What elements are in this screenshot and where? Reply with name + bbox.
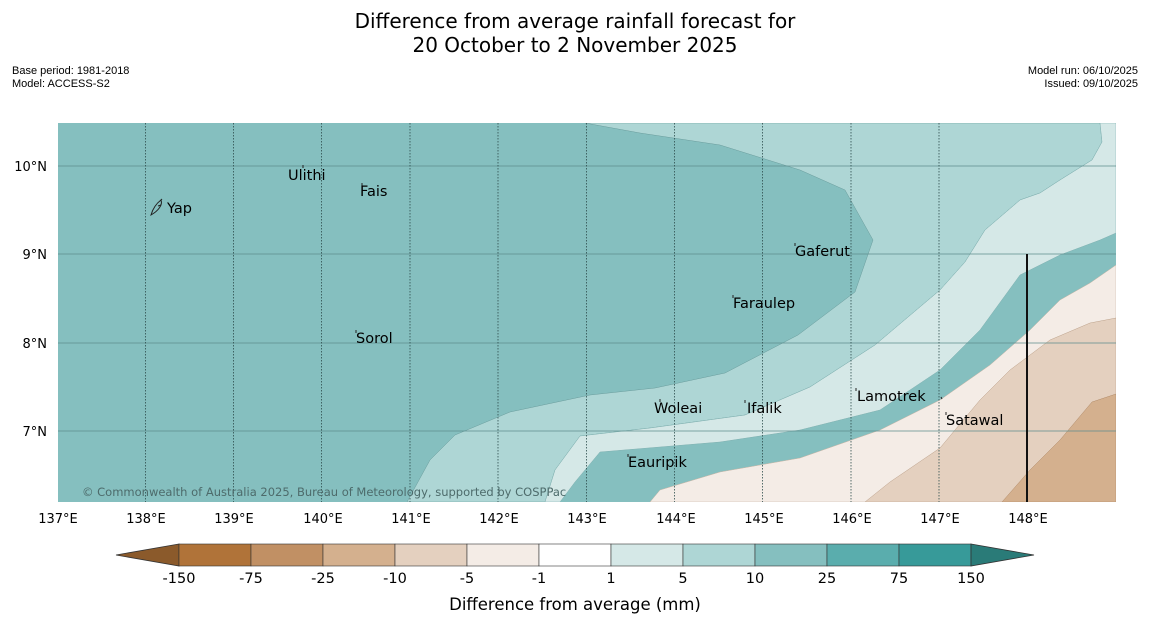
longitude-label: 148°E xyxy=(1008,512,1048,527)
longitude-label: 139°E xyxy=(214,512,254,527)
colorbar-swatch xyxy=(898,543,972,567)
colorbar-tick-label: -1 xyxy=(532,571,546,587)
colorbar-tick-label: 1 xyxy=(606,571,615,587)
latitude-gridlines xyxy=(58,165,1116,432)
colorbar-swatch xyxy=(538,543,612,567)
base-period: Base period: 1981-2018 xyxy=(12,65,130,77)
place-label: Eauripik xyxy=(628,455,687,471)
colorbar-ticks: -150 -75 -25 -10 -5 -1 1 5 10 25 75 150 xyxy=(163,571,985,587)
place-label: Fais xyxy=(360,184,387,200)
place-label: Ulithi xyxy=(288,168,326,184)
title-line-1: Difference from average rainfall forecas… xyxy=(354,9,796,33)
colorbar-tick-label: 10 xyxy=(746,571,764,587)
colorbar-tick-label: 75 xyxy=(890,571,908,587)
longitude-label: 138°E xyxy=(126,512,166,527)
colorbar-extend-high xyxy=(970,543,1035,567)
colorbar-tick-label: 5 xyxy=(678,571,687,587)
colorbar-tick-label: -5 xyxy=(460,571,474,587)
longitude-label: 145°E xyxy=(744,512,784,527)
longitude-gridlines xyxy=(145,123,940,502)
place-label: Woleai xyxy=(654,401,702,417)
place-label: Faraulep xyxy=(733,296,795,312)
longitude-label: 144°E xyxy=(656,512,696,527)
forecast-map: Yap Ulithi Fais Gaferut Faraulep Sorol W… xyxy=(58,123,1116,502)
longitude-label: 140°E xyxy=(303,512,343,527)
longitude-label: 142°E xyxy=(479,512,519,527)
colorbar-label: Difference from average (mm) xyxy=(449,595,701,614)
place-label: Lamotrek xyxy=(857,389,926,405)
colorbar-legend xyxy=(115,543,1035,567)
band-minus10-to-minus25 xyxy=(1001,393,1116,502)
colorbar-swatch xyxy=(250,543,324,567)
place-label: Yap xyxy=(166,201,192,217)
colorbar-tick-label: -25 xyxy=(311,571,335,587)
longitude-label: 146°E xyxy=(832,512,872,527)
yap-reef-icon xyxy=(157,198,163,207)
place-label: Satawal xyxy=(946,413,1003,429)
copyright-notice: © Commonwealth of Australia 2025, Bureau… xyxy=(82,485,566,499)
latitude-label: 7°N xyxy=(23,425,48,440)
longitude-label: 141°E xyxy=(391,512,431,527)
title-line-2: 20 October to 2 November 2025 xyxy=(412,33,738,57)
colorbar-swatch xyxy=(610,543,684,567)
colorbar-swatch xyxy=(394,543,468,567)
colorbar-tick-label: -10 xyxy=(383,571,407,587)
longitude-label: 147°E xyxy=(920,512,960,527)
colorbar-swatch xyxy=(322,543,396,567)
place-label: Sorol xyxy=(356,331,393,347)
meta-left: Base period: 1981-2018 Model: ACCESS-S2 xyxy=(12,65,129,91)
colorbar-tick-label: -150 xyxy=(163,571,196,587)
longitude-label: 143°E xyxy=(567,512,607,527)
longitude-label: 137°E xyxy=(38,512,78,527)
model-run: Model run: 06/10/2025 xyxy=(1027,65,1138,77)
place-label: Gaferut xyxy=(795,244,850,260)
colorbar-tick-label: 25 xyxy=(818,571,836,587)
colorbar-tick-label: -75 xyxy=(239,571,263,587)
place-label: Ifalik xyxy=(747,401,782,417)
colorbar-swatch xyxy=(466,543,540,567)
colorbar-swatch xyxy=(682,543,756,567)
meta-right: Model run: 06/10/2025 Issued: 09/10/2025 xyxy=(1028,65,1138,91)
colorbar-tick-label: 150 xyxy=(957,571,985,587)
colorbar-extend-low xyxy=(115,543,180,567)
latitude-label: 8°N xyxy=(23,337,48,352)
colorbar-swatch xyxy=(178,543,252,567)
colorbar-swatch xyxy=(754,543,828,567)
latitude-label: 9°N xyxy=(23,248,48,263)
island-markers xyxy=(150,165,947,457)
map-title: Difference from average rainfall forecas… xyxy=(0,9,1150,57)
latitude-label: 10°N xyxy=(14,160,47,175)
colorbar-swatch xyxy=(826,543,900,567)
model-name: Model: ACCESS-S2 xyxy=(12,78,110,90)
issued-date: Issued: 09/10/2025 xyxy=(1044,78,1138,90)
